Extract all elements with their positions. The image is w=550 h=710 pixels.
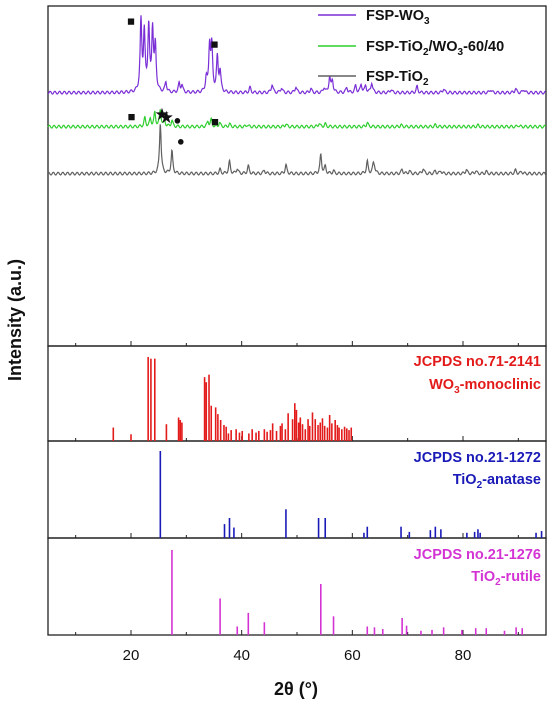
- phase-marker: ■: [211, 37, 219, 52]
- phase-marker: ●: [174, 113, 182, 128]
- x-tick-label: 20: [123, 647, 140, 664]
- phase-marker: ■: [211, 114, 219, 129]
- reference-bars-wo3-monoclinic: [112, 357, 353, 441]
- legend-label-wo3: FSP-WO3: [366, 8, 430, 27]
- reference-bars-tio2-rutile: [171, 550, 524, 635]
- ref-title-rutile-line2: TiO2-rutile: [471, 569, 541, 588]
- y-axis-label: Intensity (a.u.): [5, 259, 25, 381]
- x-tick-labels: 20 40 60 80: [123, 647, 472, 664]
- phase-marker: ●: [177, 133, 185, 148]
- ref-title-rutile-line1: JCPDS no.21-1276: [414, 547, 541, 563]
- ref-title-anatase-line2: TiO2-anatase: [453, 472, 541, 491]
- phase-markers: ■■■ ■★ ●★●: [127, 13, 219, 148]
- xrd-curves: [47, 15, 547, 176]
- phase-marker: ■: [128, 109, 136, 124]
- plot-frame: [47, 5, 547, 636]
- x-tick-label: 60: [344, 647, 361, 664]
- reference-bars-tio2-anatase: [159, 451, 543, 538]
- xrd-curve-0: [47, 15, 546, 95]
- phase-marker: ★: [159, 108, 174, 127]
- xrd-curve-1: [47, 109, 547, 129]
- legend-label-tio2-wo3: FSP-TiO2/WO3-60/40: [366, 39, 504, 58]
- x-tick-label: 80: [455, 647, 472, 664]
- ref-title-wo3-line2: WO3-monoclinic: [429, 377, 541, 396]
- panel-main-frame: [47, 5, 547, 347]
- ref-title-wo3-line1: JCPDS no.71-2141: [414, 354, 541, 370]
- xrd-curve-2: [47, 124, 547, 176]
- phase-marker: ★: [154, 105, 169, 124]
- legend-label-tio2: FSP-TiO2: [366, 69, 429, 88]
- ref-title-anatase-line1: JCPDS no.21-1272: [414, 450, 541, 466]
- x-axis-label: 2θ (°): [274, 679, 318, 699]
- phase-marker: ■: [127, 13, 135, 28]
- legend: FSP-WO3 FSP-TiO2/WO3-60/40 FSP-TiO2: [318, 8, 504, 88]
- x-tick-label: 40: [233, 647, 250, 664]
